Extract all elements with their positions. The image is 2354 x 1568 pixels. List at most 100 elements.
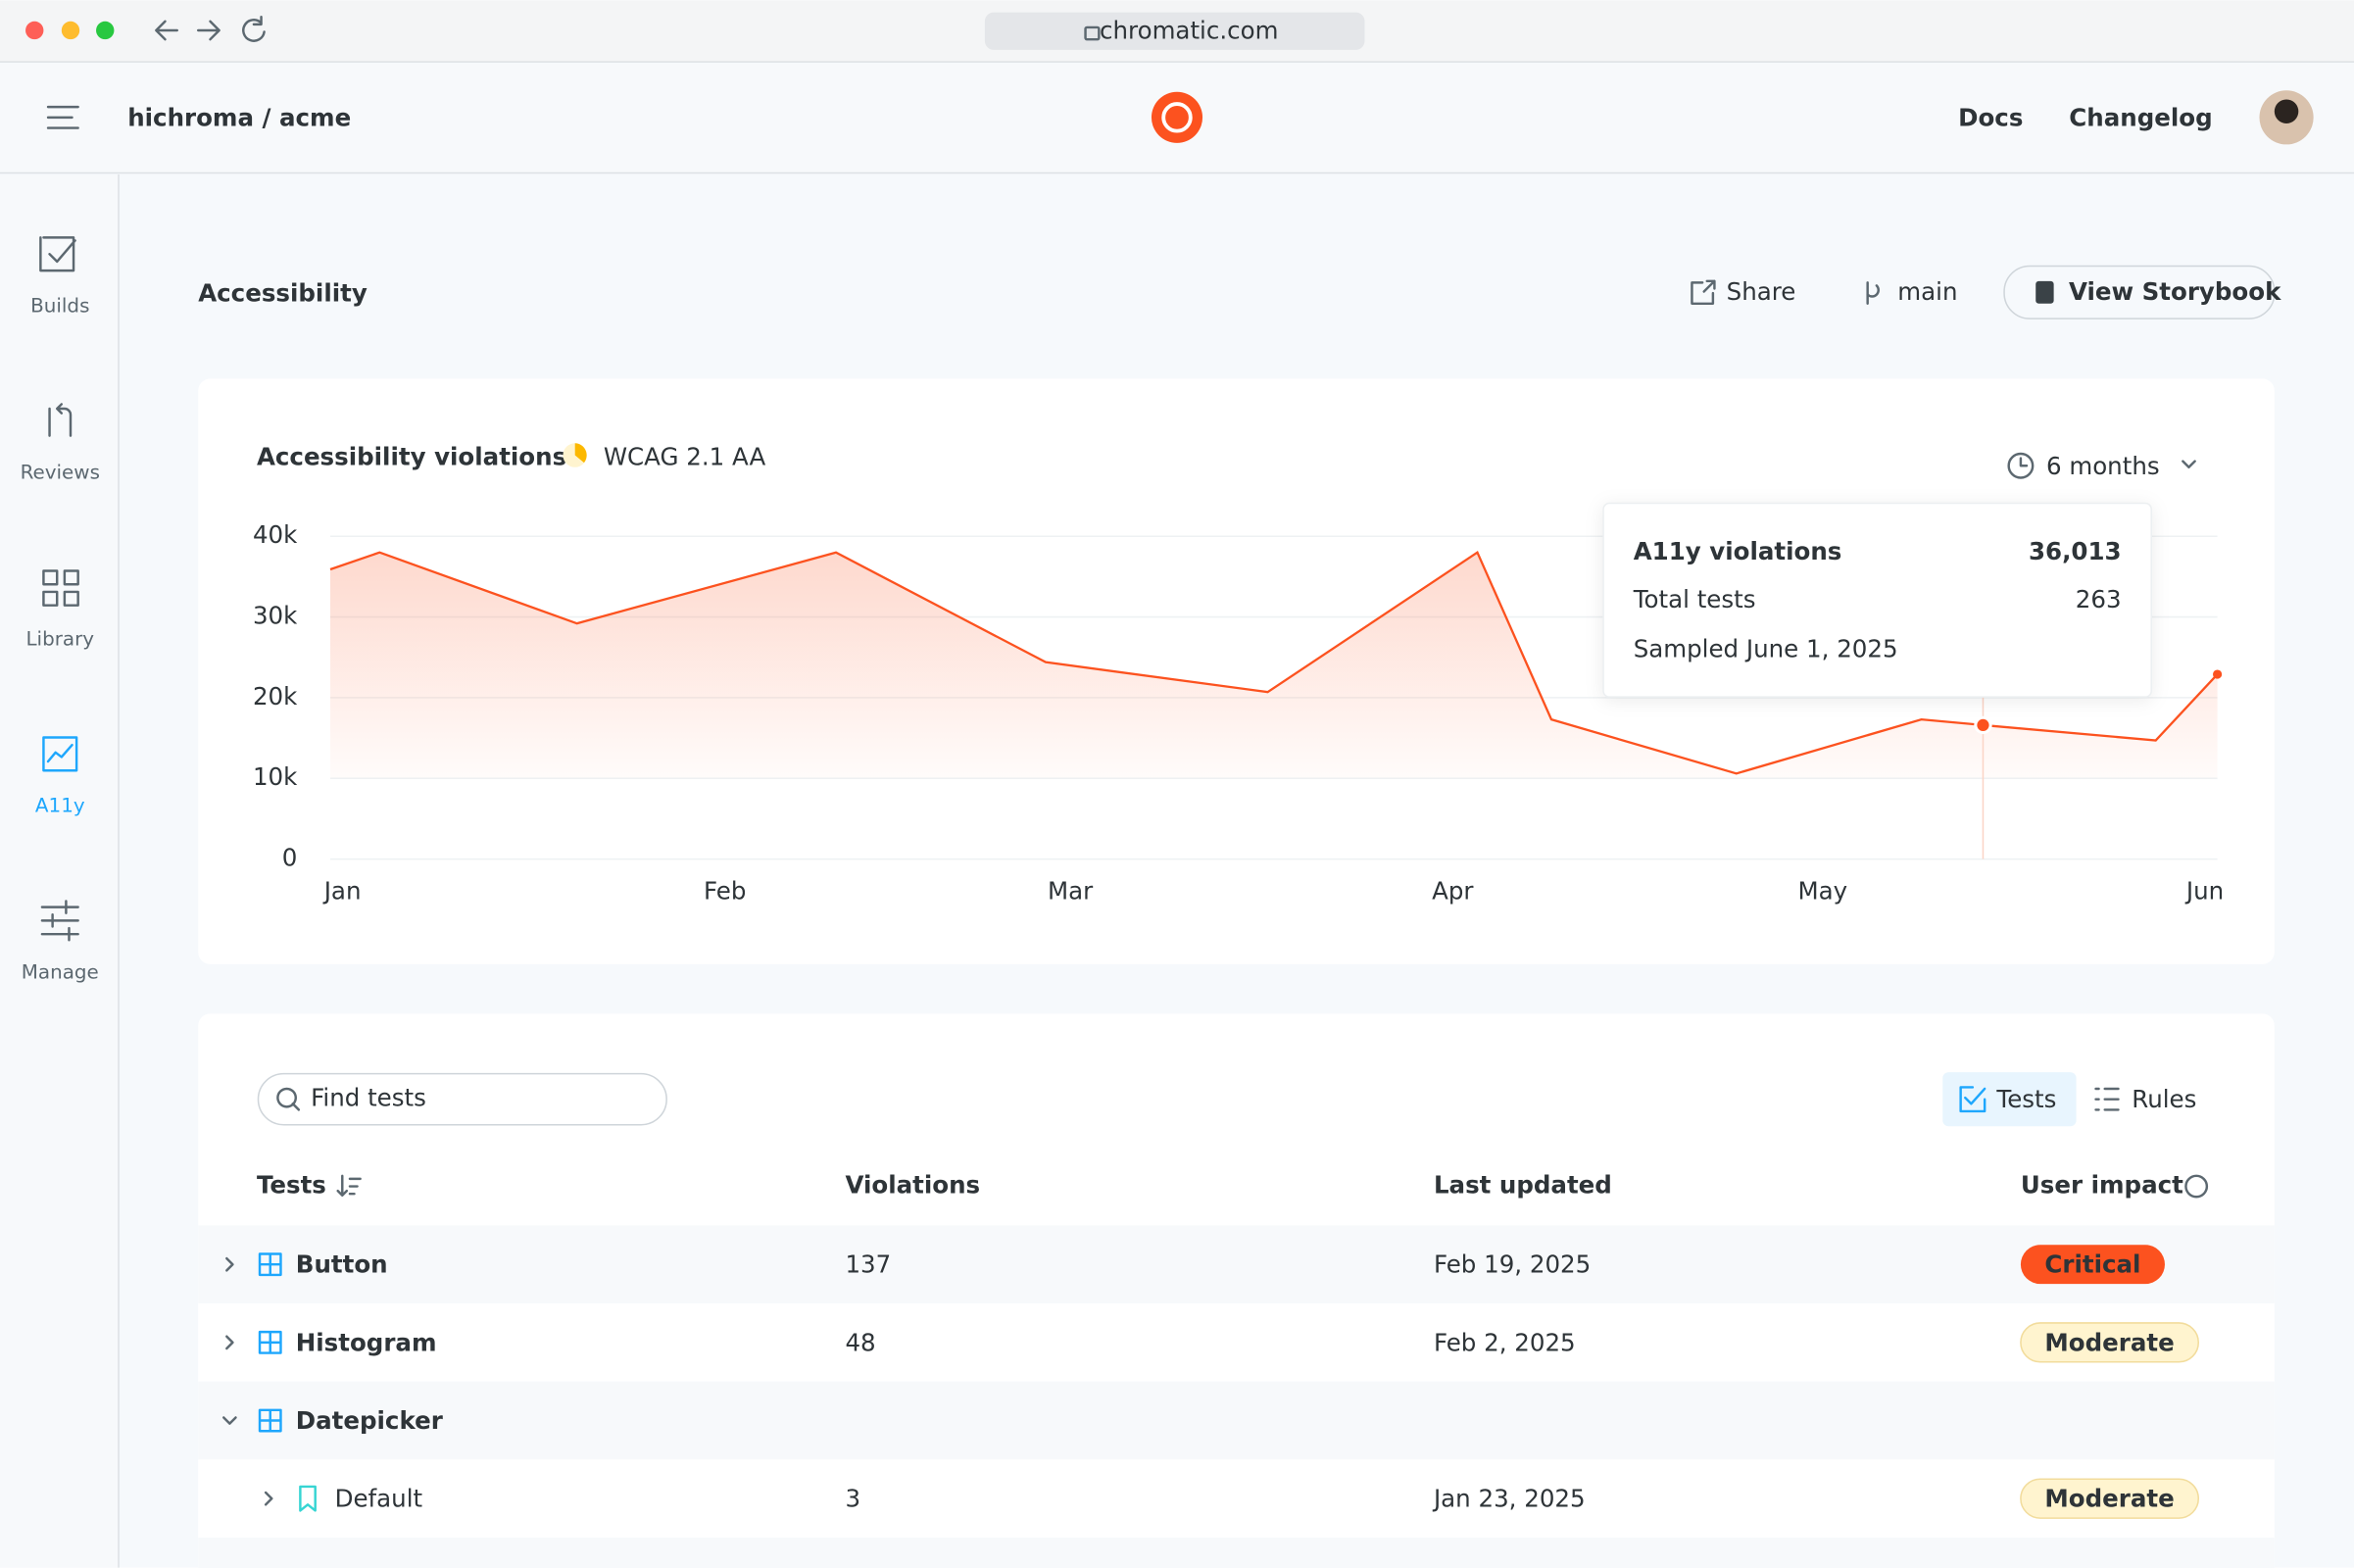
share-icon — [1691, 279, 1716, 306]
minimize-button[interactable] — [61, 21, 80, 40]
search-icon — [276, 1087, 298, 1108]
impact-badge-label: Moderate — [2044, 1328, 2174, 1356]
menu-button[interactable] — [46, 105, 79, 129]
nav-item[interactable]: Builds — [30, 294, 89, 317]
tooltip-footer: Sampled June 1, 2025 — [1634, 635, 1898, 663]
nav-link[interactable]: Changelog — [2069, 103, 2212, 131]
table-row — [198, 1381, 2275, 1460]
x-tick-label: May — [1798, 876, 1848, 905]
lock-icon — [1084, 25, 1101, 41]
violations: 137 — [845, 1250, 891, 1279]
table: Tests Violations Last updated User impact Bu… — [198, 1171, 2275, 1568]
violations: 48 — [845, 1328, 875, 1356]
branch-selector[interactable]: main — [1897, 277, 1957, 306]
component-icon — [258, 1408, 282, 1433]
table-row — [198, 1459, 2275, 1539]
chart-title: Accessibility violations — [257, 443, 566, 471]
x-tick-label: Jan — [322, 876, 362, 905]
nav-link[interactable]: Docs — [1958, 103, 2023, 131]
close-button[interactable] — [25, 21, 44, 40]
component-icon — [258, 1252, 282, 1277]
tab-label: Tests — [1995, 1085, 2056, 1113]
tests-tab[interactable] — [1942, 1072, 2077, 1127]
sidebar — [0, 174, 120, 1568]
story-icon — [299, 1485, 317, 1512]
sort-icon — [336, 1174, 362, 1197]
table-row — [198, 1303, 2275, 1382]
y-tick-label: 30k — [253, 602, 298, 630]
manage-icon — [40, 900, 79, 942]
range-selector[interactable]: 6 months — [2046, 452, 2160, 480]
column-header: Tests — [257, 1171, 326, 1200]
impact-badge — [2020, 1478, 2200, 1519]
page-title: Accessibility — [198, 279, 368, 308]
search-placeholder: Find tests — [311, 1084, 426, 1112]
avatar-face — [2274, 99, 2299, 123]
library-icon — [42, 569, 79, 607]
last-updated: Feb 19, 2025 — [1434, 1250, 1591, 1279]
violations: 3 — [845, 1485, 860, 1513]
x-tick-label: Jun — [2184, 876, 2224, 905]
search-box[interactable] — [257, 1072, 667, 1126]
maximize-button[interactable] — [96, 21, 115, 40]
nav-item[interactable]: Library — [25, 627, 94, 650]
builds-icon — [39, 236, 76, 272]
y-tick-label: 40k — [253, 520, 298, 549]
search-icon-handle — [291, 1102, 301, 1111]
back-button[interactable] — [155, 20, 178, 41]
url: chromatic.com — [1100, 17, 1278, 45]
column-header: Last updated — [1434, 1171, 1612, 1200]
x-tick-label: Feb — [704, 876, 746, 905]
nav-item[interactable]: Reviews — [21, 461, 100, 483]
nav-item[interactable]: Manage — [22, 961, 99, 984]
column-header: Violations — [845, 1171, 980, 1200]
expand-toggle[interactable] — [225, 1256, 234, 1272]
tooltip-value: 263 — [2076, 585, 2122, 613]
score-icon-fill — [574, 443, 587, 464]
y-tick-label: 10k — [253, 762, 298, 791]
view-storybook-button[interactable] — [2003, 265, 2276, 319]
impact-badge-label: Critical — [2044, 1250, 2140, 1279]
y-tick-label: 20k — [253, 682, 298, 710]
expand-toggle[interactable] — [225, 1335, 234, 1350]
branch-icon — [1866, 281, 1880, 306]
test-name[interactable]: Default — [335, 1485, 423, 1513]
reviews-icon — [48, 403, 73, 437]
impact-badge — [2020, 1322, 2200, 1363]
table-row — [198, 1225, 2275, 1304]
nav-item-active[interactable]: A11y — [35, 794, 85, 816]
tooltip-value: 36,013 — [2029, 537, 2122, 565]
column-header: User impact — [2021, 1171, 2183, 1200]
area — [330, 552, 2218, 779]
component-icon — [258, 1330, 282, 1354]
share-button[interactable]: Share — [1727, 277, 1796, 306]
breadcrumb[interactable]: hichroma / acme — [127, 103, 351, 131]
test-name[interactable]: Datepicker — [296, 1406, 444, 1435]
logo-mark — [1161, 102, 1193, 133]
y-tick-label: 0 — [282, 844, 298, 872]
logo[interactable] — [1151, 91, 1203, 143]
test-name[interactable]: Histogram — [296, 1328, 437, 1356]
tooltip-label: A11y violations — [1634, 537, 1842, 565]
last-updated: Feb 2, 2025 — [1434, 1328, 1576, 1356]
range-icons — [2019, 457, 2196, 468]
plot: 0 10k 20k 30k 40k Jan Feb Mar Apr May Jun A11y viol… — [253, 502, 2224, 905]
reload-button[interactable] — [242, 15, 266, 42]
table-row — [198, 1538, 2275, 1568]
expand-toggle[interactable] — [222, 1416, 237, 1425]
impact-badge — [2020, 1245, 2165, 1285]
url-bar[interactable] — [984, 12, 1365, 50]
test-name[interactable]: Button — [296, 1250, 388, 1279]
button-label: View Storybook — [2069, 277, 2281, 306]
help-icon — [2184, 1174, 2209, 1199]
expand-toggle[interactable] — [264, 1491, 273, 1506]
forward-button[interactable] — [196, 20, 221, 41]
rules-tab[interactable]: Rules — [2132, 1085, 2196, 1113]
tests-tab-icon — [1959, 1086, 1986, 1113]
x-tick-label: Apr — [1432, 876, 1474, 905]
end-point — [2213, 669, 2223, 679]
rules-tab-icon — [2094, 1087, 2120, 1111]
last-updated: Jan 23, 2025 — [1432, 1485, 1586, 1513]
tooltip — [1602, 502, 2152, 698]
